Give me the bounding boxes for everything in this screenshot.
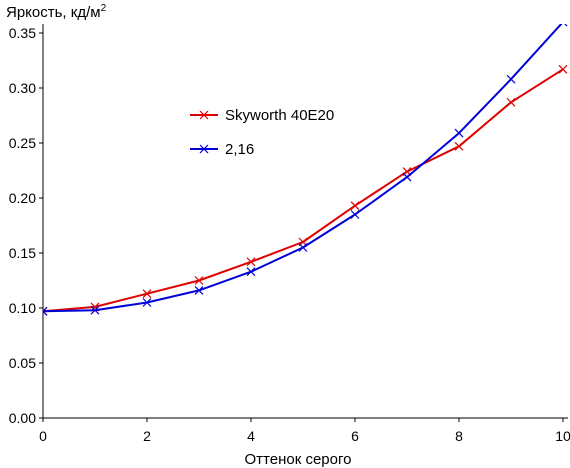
series-line — [43, 24, 563, 313]
data-point — [402, 172, 412, 182]
x-tick-label: 8 — [455, 428, 463, 444]
y-axis: 0.00 0.05 0.10 0.15 0.20 0.25 0.30 0.35 — [9, 24, 44, 426]
x-tick-label: 6 — [351, 428, 359, 444]
y-tick-label: 0.05 — [9, 355, 36, 371]
x-tick-label: 10 — [555, 428, 570, 444]
y-tick-label: 0.00 — [9, 410, 36, 426]
y-tick-label: 0.25 — [9, 135, 36, 151]
data-point — [194, 285, 204, 295]
legend: Skyworth 40E20 2,16 — [190, 107, 334, 158]
data-point — [142, 289, 152, 299]
legend-label: 2,16 — [225, 141, 254, 158]
legend-marker — [199, 110, 209, 120]
data-point — [558, 64, 568, 74]
legend-item: 2,16 — [190, 141, 254, 158]
data-point — [454, 141, 464, 151]
y-tick-label: 0.30 — [9, 80, 36, 96]
legend-item: Skyworth 40E20 — [190, 107, 334, 124]
y-tick-label: 0.20 — [9, 190, 36, 206]
y-axis-title-superscript: 2 — [101, 3, 107, 14]
x-axis-title: Оттенок серого — [245, 451, 352, 468]
data-point — [350, 210, 360, 219]
data-point — [506, 74, 516, 84]
data-point — [90, 305, 100, 315]
x-axis: 0 2 4 6 8 10 — [39, 417, 570, 444]
data-point — [194, 276, 204, 285]
data-point — [43, 306, 48, 316]
x-tick-label: 0 — [39, 428, 47, 444]
y-tick-label: 0.15 — [9, 245, 36, 261]
x-tick-label: 4 — [247, 428, 255, 444]
legend-marker — [199, 144, 209, 154]
data-point — [142, 298, 152, 307]
legend-label: Skyworth 40E20 — [225, 107, 334, 124]
plot-area — [43, 24, 568, 316]
data-point — [454, 128, 464, 138]
y-axis-title-text: Яркость, кд/м — [6, 4, 101, 21]
data-point — [506, 97, 516, 107]
data-point — [246, 267, 256, 277]
data-point — [558, 24, 568, 27]
y-axis-title: Яркость, кд/м2 — [6, 3, 107, 21]
data-point — [298, 243, 308, 252]
data-point — [246, 257, 256, 267]
x-tick-label: 2 — [143, 428, 151, 444]
data-point — [350, 201, 360, 211]
y-tick-label: 0.35 — [9, 25, 36, 41]
y-tick-label: 0.10 — [9, 300, 36, 316]
series-1 — [43, 24, 568, 316]
